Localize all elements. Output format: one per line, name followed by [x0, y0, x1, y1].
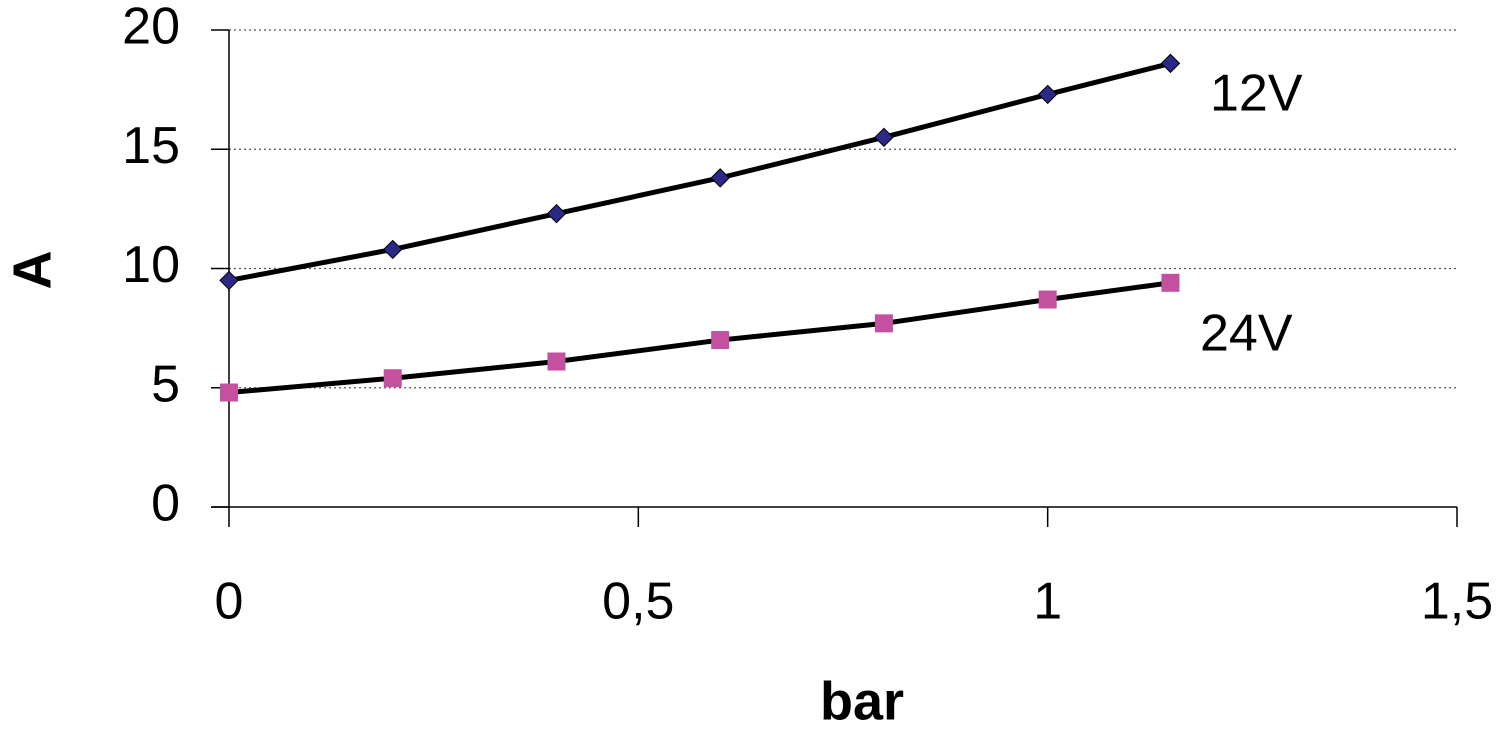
x-tick-label: 1,5 [1421, 573, 1493, 631]
y-tick-label: 10 [122, 236, 180, 294]
y-tick-label: 5 [151, 355, 180, 413]
series-label: 24V [1200, 305, 1293, 363]
marker [219, 270, 239, 291]
marker [547, 352, 566, 371]
x-axis-title: bar [820, 671, 904, 731]
x-tick-label: 0,5 [602, 573, 674, 631]
marker [1160, 53, 1181, 74]
marker [383, 239, 403, 260]
marker [710, 168, 730, 188]
series-line [228, 280, 1171, 396]
y-tick-label: 0 [151, 475, 180, 533]
series-label: 12V [1210, 65, 1303, 123]
marker [220, 383, 238, 402]
marker [1038, 290, 1057, 309]
y-tick-label: 20 [122, 0, 180, 56]
x-tick-label: 1 [1033, 573, 1062, 631]
marker [874, 127, 894, 148]
x-tick-label: 0 [215, 573, 244, 631]
marker [546, 203, 567, 224]
marker [1037, 84, 1058, 105]
marker [1161, 273, 1180, 292]
series-line [228, 60, 1172, 283]
y-tick-label: 15 [122, 117, 180, 175]
marker [383, 369, 402, 388]
marker [711, 331, 730, 350]
marker [874, 314, 893, 333]
y-axis-title: A [2, 251, 62, 290]
